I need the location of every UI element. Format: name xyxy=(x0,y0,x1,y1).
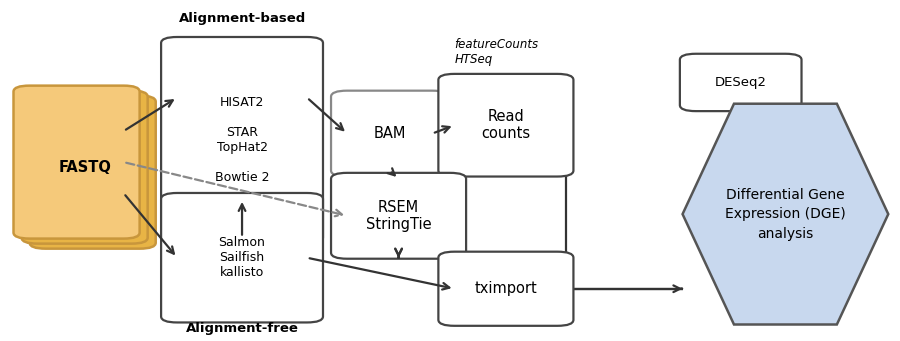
Text: Read
counts: Read counts xyxy=(482,109,530,142)
Text: DESeq2: DESeq2 xyxy=(715,76,767,89)
Text: featureCounts
HTSeq: featureCounts HTSeq xyxy=(454,38,538,66)
Polygon shape xyxy=(682,104,888,325)
FancyBboxPatch shape xyxy=(331,173,466,259)
Text: Alignment-based: Alignment-based xyxy=(179,12,306,25)
Text: HISAT2

STAR
TopHat2

Bowtie 2: HISAT2 STAR TopHat2 Bowtie 2 xyxy=(215,96,269,184)
FancyBboxPatch shape xyxy=(161,37,323,243)
FancyBboxPatch shape xyxy=(680,54,802,111)
FancyBboxPatch shape xyxy=(438,252,573,326)
FancyBboxPatch shape xyxy=(30,96,156,249)
Text: Alignment-free: Alignment-free xyxy=(186,322,299,335)
Text: RSEM
StringTie: RSEM StringTie xyxy=(365,199,431,232)
FancyBboxPatch shape xyxy=(438,74,573,177)
Text: tximport: tximport xyxy=(474,281,537,296)
Text: FASTQ: FASTQ xyxy=(58,160,111,175)
Text: BAM: BAM xyxy=(374,126,406,141)
Text: Salmon
Sailfish
kallisto: Salmon Sailfish kallisto xyxy=(219,236,266,279)
FancyBboxPatch shape xyxy=(14,86,140,239)
Text: Differential Gene
Expression (DGE)
analysis: Differential Gene Expression (DGE) analy… xyxy=(725,188,846,241)
FancyBboxPatch shape xyxy=(161,193,323,323)
FancyBboxPatch shape xyxy=(22,91,148,243)
FancyBboxPatch shape xyxy=(331,91,448,177)
